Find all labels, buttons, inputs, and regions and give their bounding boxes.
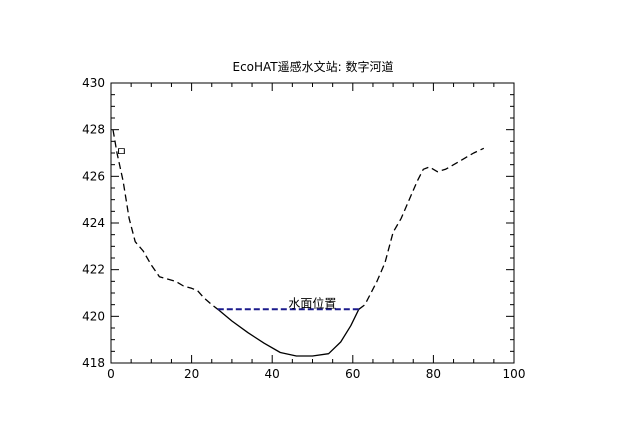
x-tick-label: 20 xyxy=(184,367,199,381)
x-tick-label: 40 xyxy=(265,367,280,381)
annotations: 水面位置 ㅁ xyxy=(116,145,336,311)
riverbed-line-0 xyxy=(112,129,219,310)
plot-frame xyxy=(110,82,515,364)
riverbed-line-2 xyxy=(358,147,485,310)
y-tick-label: 426 xyxy=(82,169,105,183)
x-tick-label: 60 xyxy=(345,367,360,381)
riverbed-line-1 xyxy=(217,308,360,357)
axis-ticks: 0 20 40 60 80 100 418 420 422 424 426 428 430 xyxy=(82,76,525,381)
x-tick-label: 100 xyxy=(503,367,526,381)
annotation-label: ㅁ xyxy=(116,145,127,159)
y-tick-label: 430 xyxy=(82,76,105,90)
y-tick-label: 428 xyxy=(82,123,105,137)
annotation-label: 水面位置 xyxy=(288,295,336,310)
y-tick-label: 422 xyxy=(82,263,105,277)
y-tick-label: 424 xyxy=(82,216,105,230)
chart-title: EcoHAT遥感水文站: 数字河道 xyxy=(232,59,393,74)
y-tick-label: 420 xyxy=(82,309,105,323)
x-tick-label: 0 xyxy=(107,367,115,381)
y-tick-label: 418 xyxy=(82,356,105,370)
x-tick-label: 80 xyxy=(426,367,441,381)
series-group xyxy=(112,129,485,357)
